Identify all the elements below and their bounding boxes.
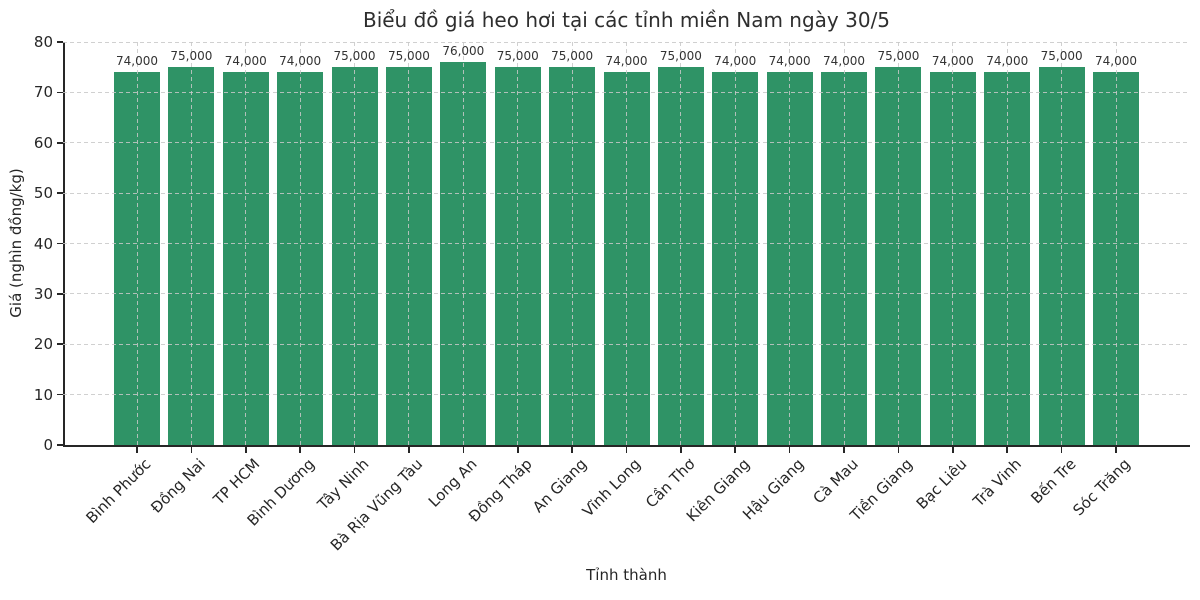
y-tick-label: 30 — [33, 284, 53, 303]
y-tick-mark — [57, 393, 63, 396]
x-tick-mark — [952, 447, 954, 453]
y-tick-mark — [57, 91, 63, 94]
v-gridline — [843, 42, 845, 445]
x-tick-mark — [1115, 447, 1117, 453]
v-gridline — [462, 42, 464, 445]
y-tick-label: 70 — [33, 83, 53, 102]
x-tick-label: Vĩnh Long — [578, 455, 645, 521]
bar-value-label: 75,000 — [877, 49, 920, 64]
chart-title: Biểu đồ giá heo hơi tại các tỉnh miền Na… — [362, 8, 891, 32]
v-gridline — [952, 42, 954, 445]
x-tick-mark — [680, 447, 682, 453]
x-tick-mark — [353, 447, 356, 453]
bar-value-label: 76,000 — [442, 44, 485, 59]
bar-value-label: 74,000 — [714, 54, 757, 69]
y-tick-label: 10 — [33, 385, 53, 404]
y-tick-mark — [57, 141, 63, 144]
bar-value-label: 74,000 — [986, 54, 1029, 69]
y-tick-mark — [57, 343, 63, 346]
x-tick-mark — [734, 447, 737, 453]
y-tick-label: 40 — [33, 234, 53, 253]
x-tick-label: Bạc Liêu — [912, 455, 971, 513]
x-tick-mark — [299, 447, 301, 453]
y-tick-label: 80 — [33, 33, 53, 51]
x-tick-mark — [462, 447, 465, 453]
v-gridline — [354, 42, 356, 445]
y-tick-mark — [57, 242, 63, 245]
v-gridline — [190, 42, 192, 445]
v-gridline — [680, 42, 682, 445]
x-tick-label: Cần Thơ — [642, 455, 699, 512]
v-gridline — [245, 42, 247, 445]
x-tick-label: Bà Rịa Vũng Tàu — [327, 455, 427, 555]
y-tick-label: 0 — [43, 436, 53, 454]
v-gridline — [571, 42, 573, 445]
x-tick-label: Long An — [425, 455, 482, 511]
x-tick-label: Đồng Nai — [147, 455, 210, 517]
x-tick-mark — [625, 447, 628, 453]
x-tick-label: TP HCM — [209, 455, 264, 509]
x-tick-mark — [408, 447, 410, 453]
v-gridline — [1061, 42, 1063, 445]
y-tick-mark — [57, 41, 63, 43]
x-tick-label: Sóc Trăng — [1069, 455, 1134, 520]
x-tick-mark — [897, 447, 900, 453]
x-tick-mark — [1060, 447, 1063, 453]
v-gridline — [408, 42, 410, 445]
x-tick-label: Bình Phước — [82, 455, 155, 527]
v-gridline — [299, 42, 301, 445]
bar-value-label: 74,000 — [279, 54, 322, 69]
y-tick-mark — [57, 192, 63, 194]
x-tick-mark — [788, 447, 791, 453]
bar-value-label: 75,000 — [551, 49, 594, 64]
bar-value-label: 74,000 — [931, 54, 974, 69]
y-tick-label: 20 — [33, 335, 53, 354]
x-tick-mark — [516, 447, 519, 453]
bar-value-label: 74,000 — [116, 54, 158, 69]
y-tick-mark — [57, 444, 63, 446]
bar-value-label: 75,000 — [496, 49, 539, 64]
plot-area: 74,000 75,000 74,000 74,000 75,000 75,000 76,0… — [34, 33, 1190, 554]
v-gridline — [1115, 42, 1117, 445]
bar-value-label: 75,000 — [1040, 49, 1083, 64]
x-tick-label: Cà Mau — [809, 455, 862, 508]
y-tick-label: 50 — [33, 184, 53, 203]
x-tick-mark — [136, 447, 138, 453]
bar-value-label: 74,000 — [605, 54, 648, 69]
v-gridline — [897, 42, 899, 445]
bar-value-label: 74,000 — [1095, 54, 1137, 69]
v-gridline — [626, 42, 627, 445]
x-tick-mark — [843, 447, 845, 453]
v-gridline — [1006, 42, 1008, 445]
v-gridline — [734, 42, 736, 445]
bar-value-label: 75,000 — [387, 49, 430, 64]
x-tick-label: Trà Vinh — [969, 455, 1025, 511]
v-gridline — [517, 42, 519, 445]
x-tick-mark — [190, 447, 193, 453]
x-tick-mark — [571, 447, 573, 453]
x-axis-title: Tỉnh thành — [586, 566, 667, 584]
bar-value-label: 74,000 — [823, 54, 866, 69]
v-gridline — [136, 42, 138, 445]
x-tick-mark — [244, 447, 247, 453]
v-gridline — [789, 42, 791, 445]
bar-value-label: 74,000 — [224, 54, 267, 69]
y-tick-label: 60 — [33, 133, 53, 152]
bar-value-label: 75,000 — [170, 49, 213, 64]
bar-value-label: 75,000 — [333, 49, 376, 64]
bar-value-label: 74,000 — [768, 54, 811, 69]
x-tick-label: Bến Tre — [1027, 455, 1080, 508]
bar-value-label: 75,000 — [659, 49, 702, 64]
x-axis-spine — [63, 445, 1190, 447]
y-tick-mark — [57, 293, 63, 295]
x-tick-mark — [1006, 447, 1009, 453]
